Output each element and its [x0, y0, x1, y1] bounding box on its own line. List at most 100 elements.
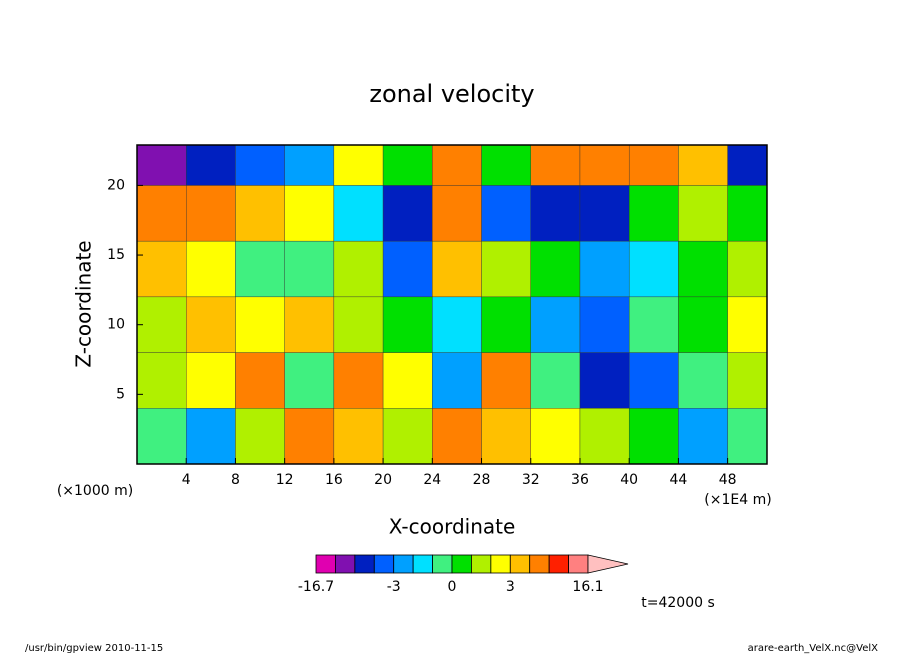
colorbar-tick-label: 16.1: [572, 579, 603, 595]
field-cell: [284, 408, 335, 465]
x-unit: (×1E4 m): [704, 492, 771, 508]
colorbar-segment: [471, 554, 492, 574]
field-cell: [186, 144, 236, 186]
field-cell: [579, 240, 630, 298]
field-cell: [481, 408, 531, 465]
x-axis-label: X-coordinate: [389, 515, 516, 539]
field-cell: [186, 352, 236, 409]
field-cell: [481, 352, 531, 409]
field-cell: [333, 352, 384, 409]
field-cell: [382, 144, 433, 186]
y-tick-label: 10: [107, 317, 125, 333]
x-tick-label: 8: [231, 472, 240, 488]
x-tick-label: 40: [620, 472, 638, 488]
colorbar-segment: [432, 554, 453, 574]
field-cell: [628, 296, 679, 353]
field-cell: [382, 185, 433, 242]
field-cell: [628, 408, 679, 465]
x-tick-label: 12: [276, 472, 294, 488]
field-cell: [678, 352, 728, 409]
field-cell: [579, 296, 630, 353]
field-cell: [235, 240, 285, 298]
colorbar-tick-label: -3: [387, 579, 401, 595]
field-cell: [530, 144, 581, 186]
field-cell: [530, 296, 581, 353]
colorbar-segment: [509, 554, 531, 574]
field-cell: [678, 144, 728, 186]
field-cell: [235, 185, 285, 242]
x-tick-label: 48: [719, 472, 737, 488]
colorbar-segment: [529, 554, 550, 574]
y-unit: (×1000 m): [57, 483, 133, 499]
field-cell: [432, 144, 482, 186]
field-cell: [333, 408, 384, 465]
y-tick-label: 20: [107, 177, 125, 193]
field-cell: [284, 296, 335, 353]
field-cell: [727, 240, 768, 298]
field-cell: [678, 408, 728, 465]
x-tick-label: 32: [522, 472, 540, 488]
field-cell: [579, 185, 630, 242]
field-cell: [678, 296, 728, 353]
field-cell: [678, 240, 728, 298]
field-cell: [284, 144, 335, 186]
x-tick-label: 36: [571, 472, 589, 488]
field-cell: [382, 408, 433, 465]
x-tick-label: 16: [325, 472, 343, 488]
field-cell: [432, 185, 482, 242]
field-cell: [136, 352, 187, 409]
field-cell: [235, 144, 285, 186]
colorbar-segment: [568, 554, 589, 574]
field-cell: [727, 352, 768, 409]
y-axis-label: Z-coordinate: [72, 240, 96, 367]
x-tick-label: 4: [182, 472, 191, 488]
colorbar-tick-label: 3: [506, 579, 515, 595]
field-cell: [432, 240, 482, 298]
field-cell: [284, 240, 335, 298]
x-tick-label: 20: [374, 472, 392, 488]
field-cell: [481, 185, 531, 242]
field-cell: [284, 352, 335, 409]
field-cell: [530, 240, 581, 298]
field-cell: [481, 296, 531, 353]
field-cell: [481, 240, 531, 298]
field-cell: [432, 408, 482, 465]
x-tick-label: 28: [473, 472, 491, 488]
field-cell: [333, 240, 384, 298]
x-tick-label: 44: [669, 472, 687, 488]
colorbar-segment: [354, 554, 375, 574]
field-cell: [284, 185, 335, 242]
footer-right: arare-earth_VelX.nc@VelX: [748, 643, 879, 654]
colorbar-segment: [315, 554, 336, 574]
colorbar-segment: [412, 554, 433, 574]
field-cell: [186, 296, 236, 353]
colorbar-tick-label: 0: [448, 579, 457, 595]
colorbar-segment: [335, 554, 356, 574]
field-cell: [382, 240, 433, 298]
field-cell: [382, 296, 433, 353]
colorbar-tick-label: -16.7: [298, 579, 334, 595]
field-cell: [235, 408, 285, 465]
field-cell: [235, 352, 285, 409]
field-cell: [727, 408, 768, 465]
field-cell: [333, 144, 384, 186]
field-cell: [186, 240, 236, 298]
field-cell: [579, 352, 630, 409]
field-cell: [432, 352, 482, 409]
plot-frame: [136, 144, 768, 465]
field-cell: [481, 144, 531, 186]
field-cell: [727, 144, 768, 186]
field-cell: [333, 185, 384, 242]
chart-title: zonal velocity: [369, 80, 534, 108]
field-cell: [727, 296, 768, 353]
field-cell: [432, 296, 482, 353]
field-cell: [530, 185, 581, 242]
field-cell: [727, 185, 768, 242]
field-cell: [628, 352, 679, 409]
field-cell: [628, 144, 679, 186]
field-cell: [579, 144, 630, 186]
colorbar-segment: [373, 554, 395, 574]
colorbar-segment: [548, 554, 569, 574]
field-cell: [382, 352, 433, 409]
